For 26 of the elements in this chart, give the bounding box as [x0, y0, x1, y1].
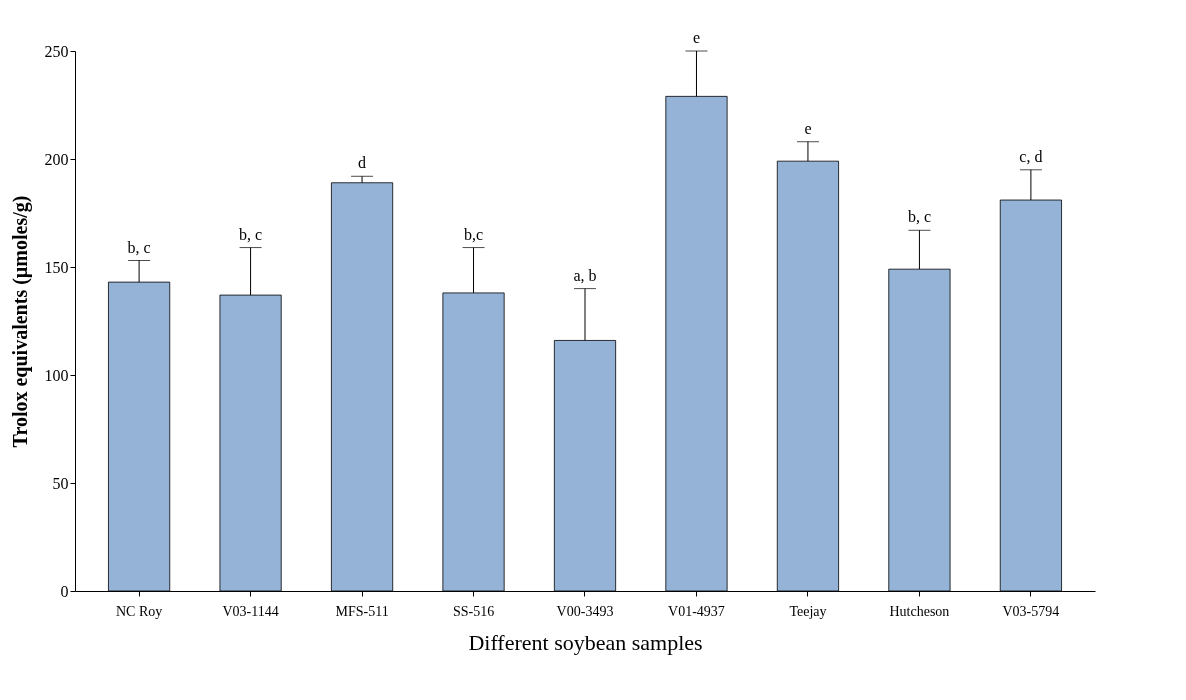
x-tick-label: Teejay [789, 603, 827, 619]
annotation: b, c [127, 238, 151, 256]
x-tick-label: NC Roy [115, 603, 163, 619]
annotation: b, c [239, 225, 263, 243]
x-tick-label: Hutcheson [889, 603, 950, 619]
annotation: a, b [573, 266, 597, 284]
y-axis-title: Trolox equivalents (µmoles/g) [8, 195, 32, 448]
annotation: e [692, 29, 701, 46]
y-tick-label: 100 [44, 366, 69, 384]
y-tick-label: 150 [44, 258, 69, 276]
x-tick-label: V01-4937 [668, 603, 725, 619]
y-tick-label: 200 [44, 150, 69, 168]
x-tick-label: MFS-511 [335, 603, 389, 619]
y-tick-label: 250 [44, 42, 69, 60]
annotation: b,c [463, 225, 484, 243]
annotation: c, d [1019, 147, 1043, 165]
y-tick-label: 0 [60, 582, 69, 600]
x-tick-label: V03-5794 [1002, 603, 1060, 619]
y-tick-label: 50 [52, 474, 69, 492]
x-tick-label: V00-3493 [556, 603, 614, 619]
x-tick-label: V03-1144 [222, 603, 279, 619]
annotation: b, c [907, 208, 931, 226]
x-tick-label: SS-516 [452, 603, 495, 619]
x-axis-title: Different soybean samples [468, 629, 703, 655]
annotation: e [804, 119, 812, 137]
annotation: d [358, 154, 367, 172]
